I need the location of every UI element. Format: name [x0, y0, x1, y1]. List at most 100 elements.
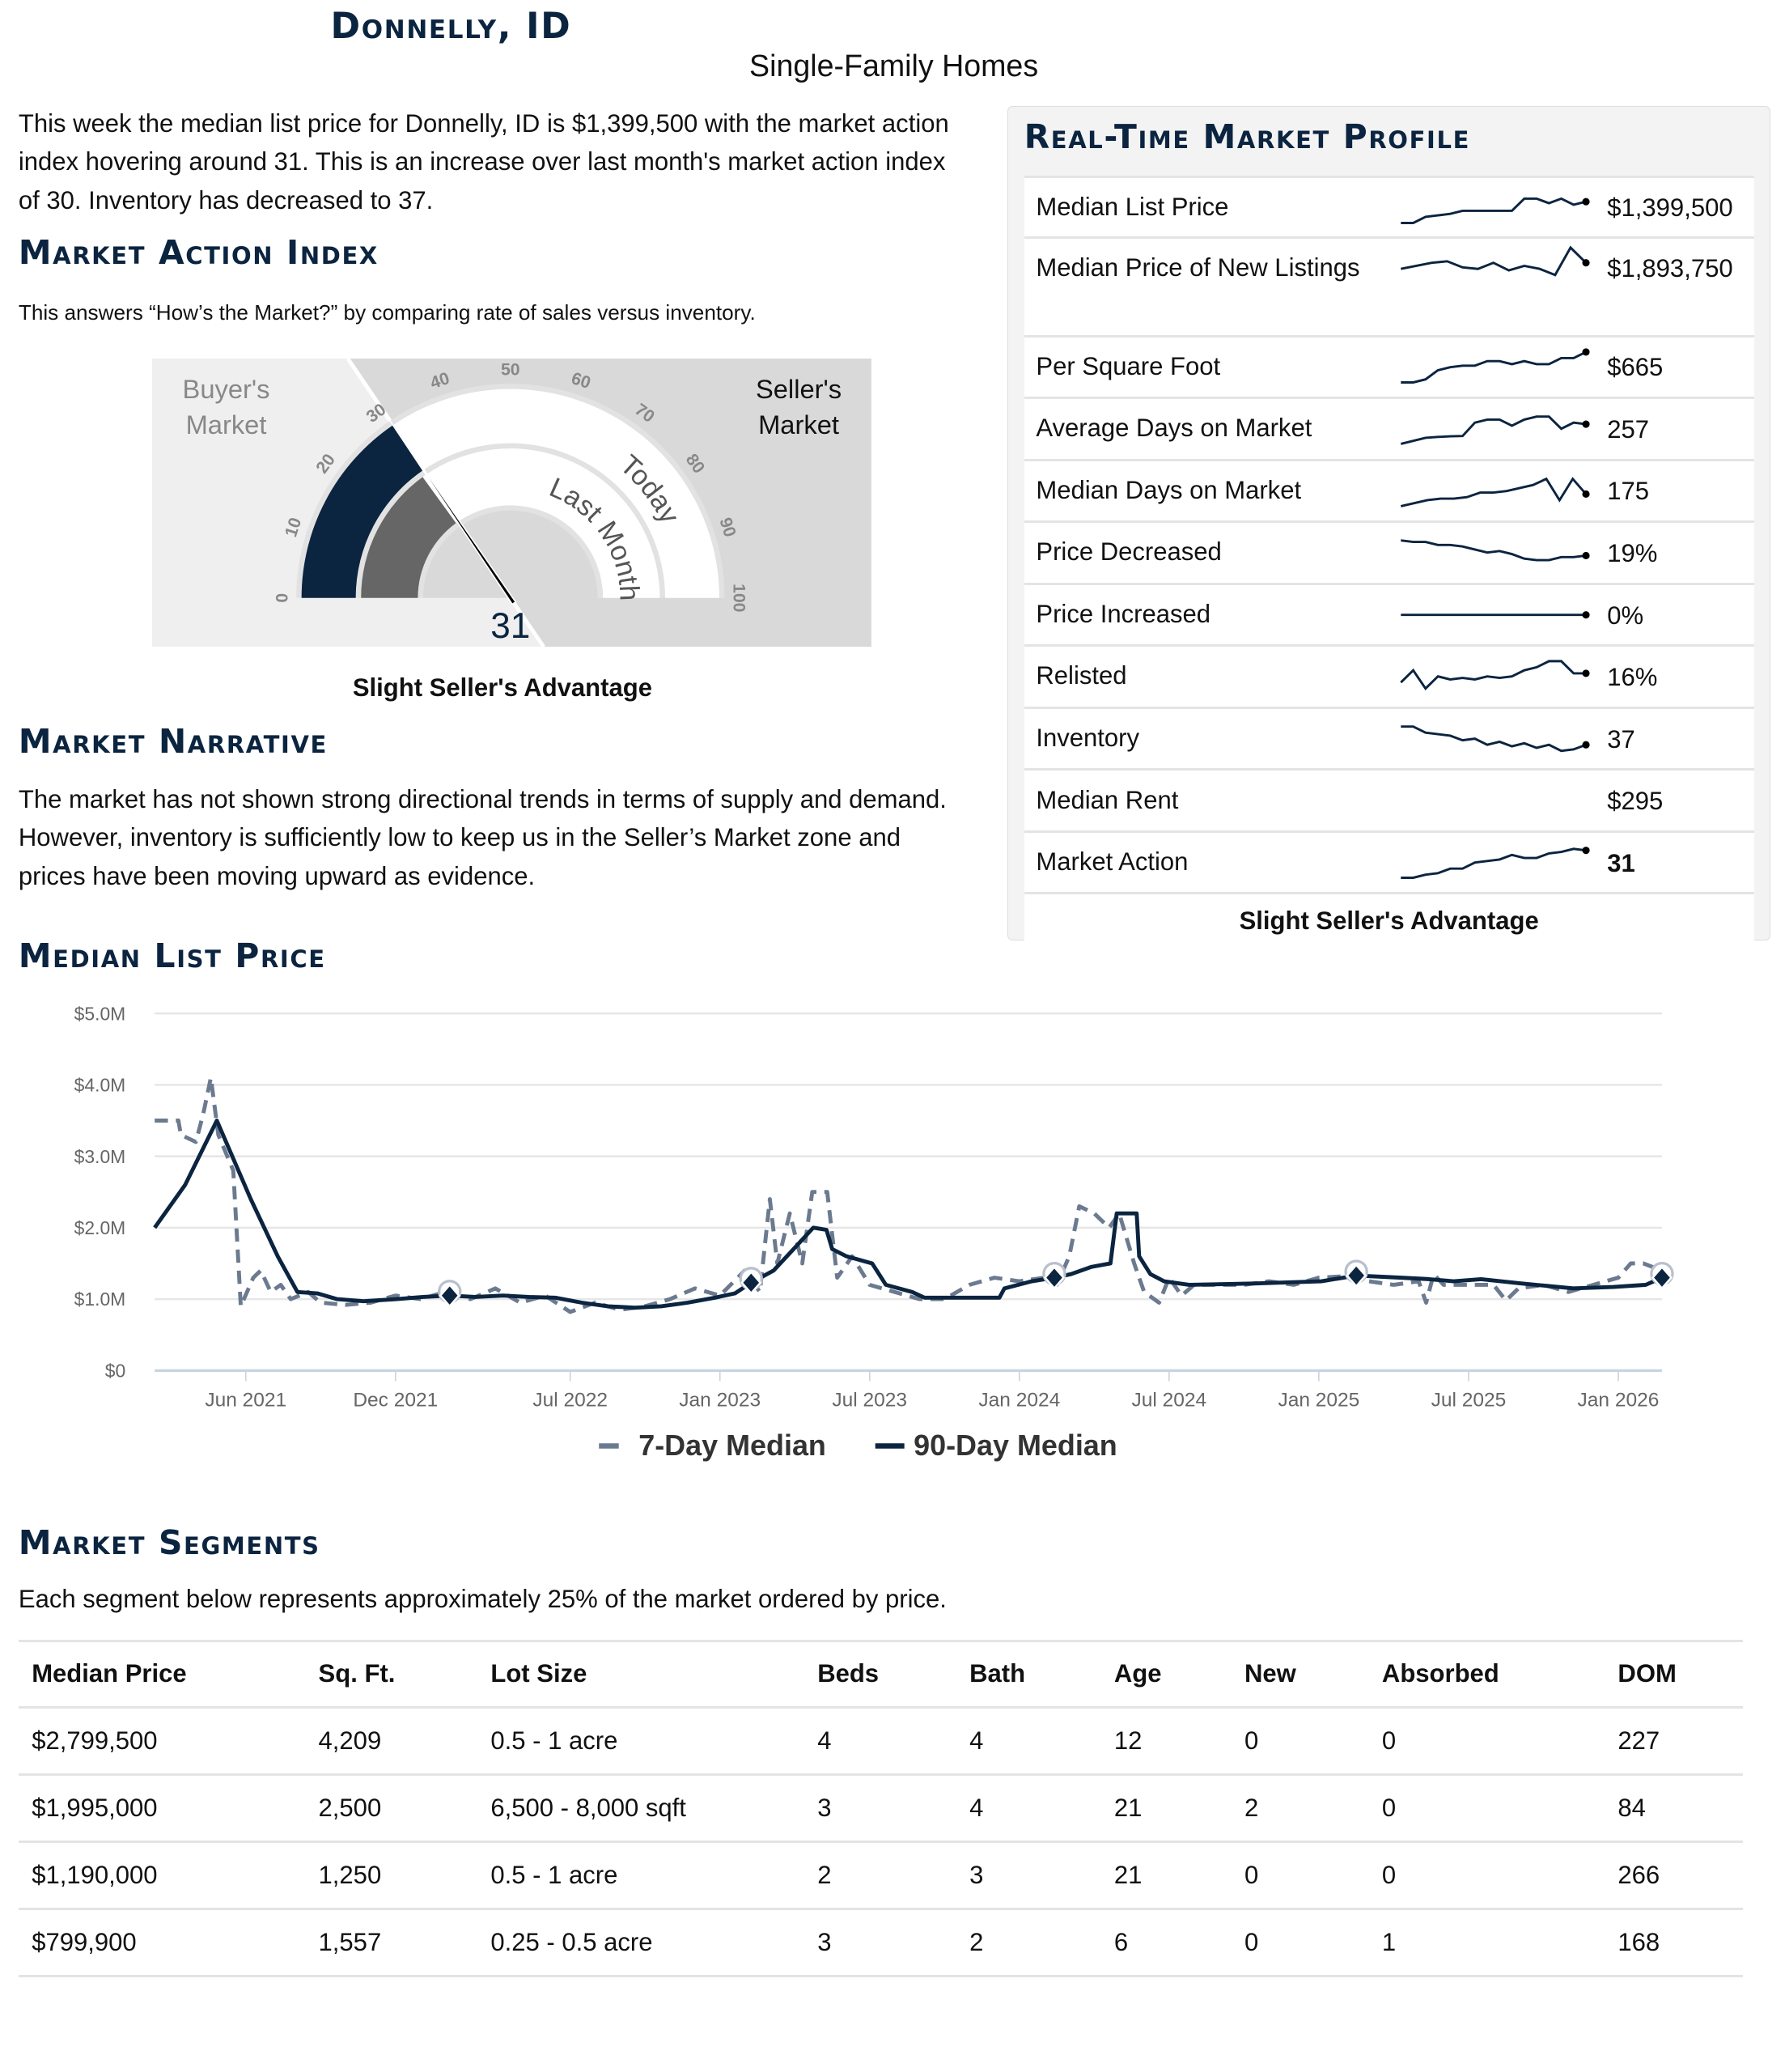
sparkline — [1401, 415, 1590, 446]
table-cell: 2 — [803, 1841, 956, 1910]
sparkline-line — [1401, 477, 1588, 507]
table-cell: 2 — [1231, 1774, 1369, 1843]
90-day-marker — [740, 1270, 762, 1295]
column-header: Age — [1100, 1640, 1232, 1709]
sparkline — [1401, 477, 1590, 507]
column-header: DOM — [1605, 1640, 1743, 1709]
sparkline — [1401, 611, 1590, 619]
profile-row: Inventory 37 — [1024, 706, 1754, 769]
table-cell: 2 — [956, 1909, 1101, 1977]
mai-verdict: Slight Seller's Advantage — [352, 673, 652, 702]
sparkline — [1401, 348, 1590, 384]
table-cell: 6,500 - 8,000 sqft — [477, 1774, 804, 1843]
page-title: Donnelly, ID — [330, 5, 572, 47]
profile-heading: Real-Time Market Profile — [1024, 117, 1471, 156]
table-row: $799,900 1,557 0.25 - 0.5 acre 3 2 6 0 1 168 — [18, 1909, 1743, 1977]
legend-90-day[interactable]: 90-Day Median — [914, 1428, 1117, 1461]
table-cell: 2,500 — [305, 1774, 478, 1843]
sparkline — [1401, 539, 1590, 563]
profile-label: Average Days on Market — [1036, 414, 1312, 443]
legend-7-day[interactable]: 7-Day Median — [638, 1428, 826, 1461]
table-cell: 21 — [1100, 1841, 1232, 1910]
x-tick-label: Jan 2026 — [1578, 1389, 1660, 1411]
sellers-label: Market — [758, 410, 839, 439]
table-row: $1,190,000 1,250 0.5 - 1 acre 2 3 21 0 0 266 — [18, 1841, 1743, 1910]
profile-value: 37 — [1607, 724, 1635, 754]
table-cell: 3 — [956, 1841, 1101, 1910]
sparkline — [1401, 245, 1590, 277]
profile-value: 31 — [1607, 848, 1635, 877]
profile-label: Per Square Foot — [1036, 351, 1221, 380]
sparkline-end-dot — [1582, 197, 1590, 206]
profile-label: Median List Price — [1036, 192, 1229, 221]
x-tick-label: Jan 2025 — [1278, 1389, 1359, 1411]
column-header: Beds — [803, 1640, 956, 1709]
profile-row: Relisted 16% — [1024, 644, 1754, 707]
profile-row: Median Days on Market 175 — [1024, 458, 1754, 521]
gauge-tick-label: 50 — [501, 359, 520, 379]
profile-value: $1,893,750 — [1607, 254, 1733, 283]
profile-verdict: Slight Seller's Advantage — [1024, 892, 1754, 947]
today-band — [301, 388, 719, 598]
table-cell: 266 — [1605, 1841, 1743, 1910]
profile-label: Price Increased — [1036, 599, 1210, 628]
profile-row: Median Price of New Listings $1,893,750 — [1024, 236, 1754, 335]
table-cell: $799,900 — [18, 1909, 306, 1977]
chart-heading: Median List Price — [18, 936, 326, 975]
sparkline — [1400, 660, 1590, 691]
y-tick-label: $5.0M — [74, 1003, 126, 1024]
sparkline-end-dot — [1582, 552, 1590, 560]
last-month-fill — [361, 477, 456, 598]
profile-label: Median Rent — [1036, 785, 1179, 814]
x-tick-label: Jan 2023 — [679, 1389, 761, 1411]
sparkline-line — [1401, 725, 1587, 753]
median-list-price-chart: $0 $1.0M $2.0M $3.0M $4.0M $5.0M Jun 2021 Dec 2… — [74, 1003, 1674, 1461]
profile-value: $1,399,500 — [1607, 193, 1733, 223]
table-cell: 4 — [803, 1707, 956, 1776]
profile-label: Market Action — [1036, 847, 1189, 877]
profile-row: Average Days on Market 257 — [1024, 397, 1754, 459]
profile-value: 19% — [1607, 538, 1658, 567]
sparkline-end-dot — [1582, 259, 1590, 267]
column-header: Absorbed — [1368, 1640, 1605, 1709]
table-cell: 84 — [1605, 1774, 1743, 1843]
profile-label: Median Days on Market — [1036, 475, 1302, 504]
table-cell: 0.25 - 0.5 acre — [477, 1909, 804, 1977]
x-tick-label: Dec 2021 — [353, 1389, 438, 1411]
segments-heading: Market Segments — [18, 1523, 320, 1563]
table-cell: 0 — [1368, 1774, 1605, 1843]
sparkline — [1401, 847, 1590, 879]
profile-table: Median List Price $1,399,500 Median Price … — [1024, 175, 1754, 948]
series-7-day-line — [155, 1075, 1663, 1314]
column-header: Lot Size — [477, 1640, 804, 1709]
90-day-marker — [439, 1283, 460, 1308]
profile-label: Inventory — [1036, 724, 1140, 752]
table-cell: 1,250 — [305, 1841, 478, 1910]
sparkline-line — [1401, 539, 1587, 563]
x-tick-label: Jul 2022 — [532, 1389, 608, 1411]
profile-value: 0% — [1607, 601, 1644, 630]
table-cell: 12 — [1100, 1707, 1232, 1776]
column-header: New — [1231, 1640, 1369, 1709]
sparkline — [1401, 197, 1590, 224]
sellers-label: Seller's — [756, 374, 842, 404]
table-cell: 227 — [1605, 1707, 1743, 1776]
today-fill — [301, 425, 424, 598]
gauge-tick-label: 100 — [729, 584, 748, 612]
table-row: $1,995,000 2,500 6,500 - 8,000 sqft 3 4 21 2 0 8… — [18, 1774, 1743, 1843]
sparkline-line — [1401, 245, 1588, 277]
series-90-day-line — [153, 1118, 1663, 1310]
table-cell: 4,209 — [305, 1707, 478, 1776]
y-tick-label: $4.0M — [74, 1074, 126, 1095]
table-cell: 0 — [1231, 1841, 1369, 1910]
sparkline-end-dot — [1582, 490, 1590, 498]
gauge-value: 31 — [490, 606, 530, 646]
x-tick-label: Jul 2024 — [1132, 1389, 1207, 1411]
90-day-marker — [1346, 1263, 1367, 1288]
table-cell: $1,995,000 — [18, 1774, 306, 1843]
table-cell: $2,799,500 — [18, 1707, 306, 1776]
table-cell: 0.5 - 1 acre — [477, 1841, 804, 1910]
profile-value: $295 — [1607, 787, 1664, 816]
market-profile-panel: Real-Time Market Profile Median List Pri… — [1007, 105, 1771, 948]
